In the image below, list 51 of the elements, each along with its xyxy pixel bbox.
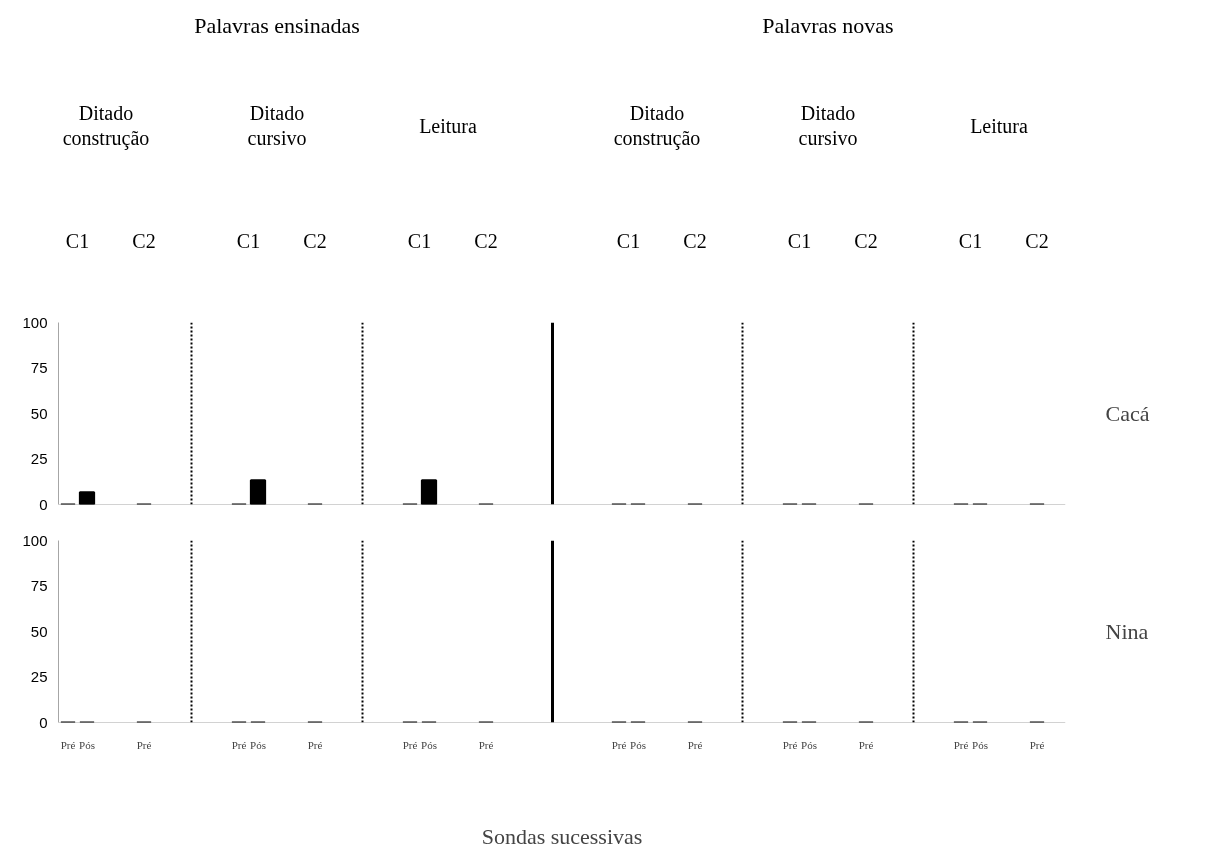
y-tick-label: 100 [22,531,48,549]
x-tick-label: Pré [60,738,76,751]
x-tick-label: Pós [250,738,266,751]
y-tick-label: 100 [22,313,48,331]
x-tick-label: Pré [478,738,494,751]
y-tick-label: 25 [30,668,48,685]
x-tick-label: Pré [687,738,703,751]
text: C1 [65,229,90,252]
text: C2 [132,229,156,252]
x-tick-label: Pré [611,738,627,751]
x-tick-label: Pré [307,738,323,751]
y-tick-label: 50 [30,404,48,422]
y-tick-label: 0 [39,713,48,731]
text: Ditado construção [62,102,150,150]
text: C2 [854,229,878,252]
y-tick-label: 25 [30,450,48,467]
x-tick-label: Pré [136,738,152,751]
text: Ditado cursivo [247,102,307,149]
x-tick-label: Pré [953,738,969,751]
text: C1 [787,229,812,252]
text: Ditado construção [613,102,701,150]
text: Leitura [419,114,477,137]
text: Leitura [970,114,1028,137]
x-tick-label: Pré [1029,738,1045,751]
y-tick-label: 50 [30,622,48,640]
y-tick-label: 75 [30,577,48,594]
x-tick-label: Pré [858,738,874,751]
x-tick-label: Pós [630,738,646,751]
x-tick-label: Pós [801,738,817,751]
text: C2 [474,229,498,252]
x-tick-label: Pré [402,738,418,751]
text: Palavras novas [762,13,894,38]
y-tick-label: 0 [39,495,48,513]
text: C2 [683,229,707,252]
x-tick-label: Pós [421,738,437,751]
x-axis-title: Sondas sucessivas [481,823,643,849]
text: C1 [236,229,261,252]
x-tick-label: Pós [972,738,988,751]
y2-axis-title: Nina [1105,619,1149,644]
text: C2 [303,229,327,252]
x-tick-label: Pós [79,738,95,751]
text: C1 [958,229,983,252]
x-tick-label: Pré [231,738,247,751]
y-tick-label: 75 [30,359,48,376]
text: Palavras ensinadas [194,13,360,38]
y2-axis-title: Cacá [1105,401,1150,426]
x-tick-label: Pré [782,738,798,751]
text: C2 [1025,229,1049,252]
text: C1 [616,229,641,252]
text: C1 [407,229,432,252]
text: Ditado cursivo [798,102,858,149]
